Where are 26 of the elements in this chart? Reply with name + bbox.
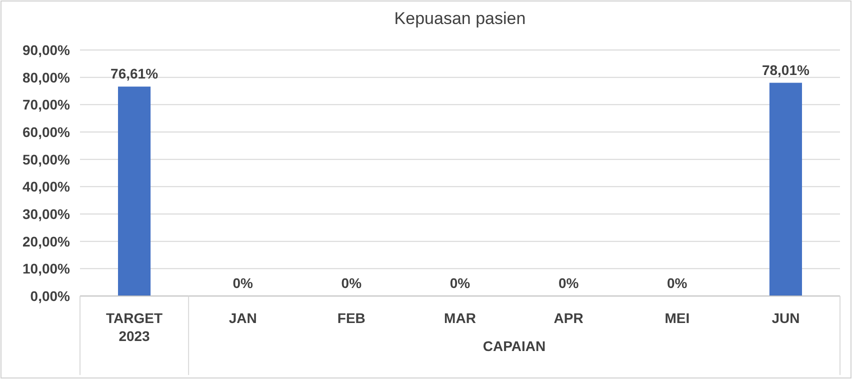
x-tick-label: JUN [772,310,800,326]
y-tick-label: 40,00% [22,178,71,195]
x-tick-label: MAR [444,310,476,326]
data-label: 0% [558,275,580,291]
data-label: 76,61% [110,66,159,82]
y-tick-label: 30,00% [22,206,71,222]
y-tick-label: 60,00% [22,124,71,140]
text: CAPAIAN [482,338,546,354]
y-tick-label: 50,00% [22,151,71,168]
x-tick-label: JAN [228,310,257,326]
chart-title: Kepuasan pasien [394,9,526,28]
x-tick-label: APR [554,310,584,326]
y-tick-label: 90,00% [22,42,71,58]
x-tick-label: TARGET 2023 [106,310,163,344]
data-label: 78,01% [762,62,810,78]
x-tick-label: MEI [664,310,690,326]
y-tick-label: 0,00% [30,288,71,304]
data-label: 0% [667,275,688,291]
y-tick-label: 70,00% [22,96,71,113]
data-label: 0% [450,275,471,291]
data-label: 0% [341,275,362,291]
y-tick-label: 80,00% [22,69,71,86]
y-tick-label: 20,00% [22,233,71,250]
y-tick-label: 10,00% [22,260,71,277]
x-tick-label: FEB [337,310,366,326]
data-label: 0% [232,275,254,291]
